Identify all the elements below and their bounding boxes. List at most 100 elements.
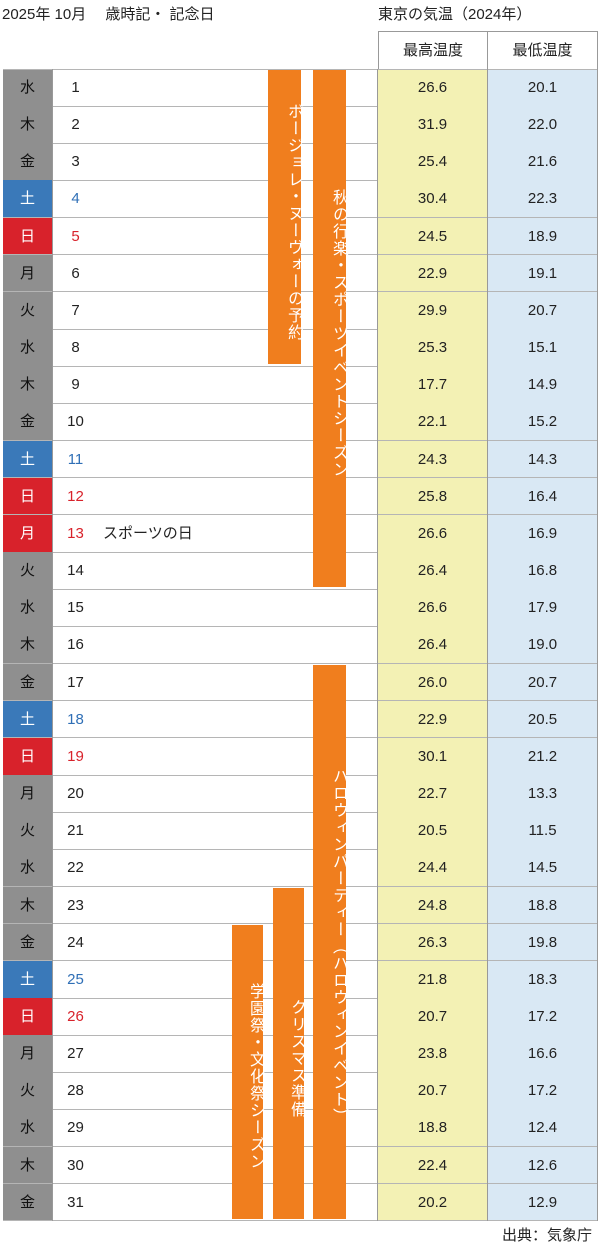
column-divider [52,69,53,1221]
table-row: 木 16 26.4 19.0 [0,626,598,664]
table-row: 水 1 26.6 20.1 [0,69,598,106]
low-temp-cell: 19.0 [488,626,597,664]
high-temp-cell: 22.9 [378,254,487,292]
high-temp-cell: 17.7 [378,366,487,404]
date-cell: 30 [67,1156,84,1174]
table-top-border [3,69,597,70]
day-of-week-cell: 日 [3,217,52,255]
high-temp-cell: 26.6 [378,69,487,106]
table-row: 日 5 24.5 18.9 [0,217,598,255]
low-temp-cell: 16.9 [488,514,597,552]
high-temp-cell: 26.4 [378,552,487,590]
low-temp-cell: 12.4 [488,1109,597,1147]
day-of-week-cell: 金 [3,143,52,181]
table-row: 土 4 30.4 22.3 [0,180,598,218]
high-temp-cell: 24.3 [378,440,487,478]
date-cell: 24 [67,933,84,951]
date-cell: 8 [71,339,80,357]
high-temp-cell: 24.8 [378,886,487,924]
high-temp-cell: 24.5 [378,217,487,255]
low-temp-cell: 16.6 [488,1035,597,1073]
date-cell: 15 [67,599,84,617]
row-divider [3,440,597,442]
column-divider [487,69,488,1221]
high-temp-cell: 26.6 [378,589,487,627]
high-temp-cell: 20.7 [378,1072,487,1110]
date-cell: 9 [71,376,80,394]
high-temp-cell: 30.4 [378,180,487,218]
day-of-week-cell: 木 [3,886,52,924]
day-of-week-cell: 月 [3,254,52,292]
day-of-week-cell: 月 [3,775,52,813]
table-row: 日 26 20.7 17.2 [0,998,598,1035]
table-row: 火 28 20.7 17.2 [0,1072,598,1110]
table-row: 火 14 26.4 16.8 [0,552,598,590]
low-temp-cell: 20.5 [488,700,597,738]
low-temp-cell: 12.9 [488,1183,597,1221]
row-divider [3,551,597,553]
event-period-bar: 学園祭・文化祭シーズン [232,924,264,1219]
high-temp-header: 最高温度 [378,31,488,69]
day-of-week-cell: 水 [3,1109,52,1147]
event-period-bar: ハロウィンパーティー（ハロウィンイベント） [313,664,347,1219]
low-temp-cell: 17.9 [488,589,597,627]
high-temp-cell: 22.4 [378,1146,487,1184]
table-row: 土 25 21.8 18.3 [0,960,598,998]
high-temp-cell: 24.4 [378,849,487,887]
date-cell: 21 [67,822,84,840]
row-divider [3,1220,597,1222]
date-cell: 31 [67,1193,84,1211]
high-temp-cell: 26.6 [378,514,487,552]
low-temp-cell: 13.3 [488,775,597,813]
day-of-week-cell: 金 [3,923,52,961]
day-of-week-cell: 火 [3,812,52,850]
table-row: 月 6 22.9 19.1 [0,254,598,292]
date-cell: 25 [67,970,84,988]
table-row: 土 11 24.3 14.3 [0,440,598,478]
row-divider [3,848,597,850]
high-temp-cell: 22.9 [378,700,487,738]
date-cell: 18 [67,710,84,728]
table-row: 水 15 26.6 17.9 [0,589,598,627]
date-cell: 16 [67,636,84,654]
temperature-title: 東京の気温（2024年） [378,6,532,23]
event-period-bar: クリスマス準備 [273,887,305,1219]
row-divider [3,402,597,404]
low-temp-cell: 21.2 [488,737,597,775]
day-of-week-cell: 火 [3,291,52,329]
table-row: 火 21 20.5 11.5 [0,812,598,850]
low-temp-cell: 16.4 [488,477,597,515]
low-temp-cell: 19.1 [488,254,597,292]
day-of-week-cell: 水 [3,329,52,367]
date-cell: 12 [67,487,84,505]
low-temp-cell: 15.1 [488,329,597,367]
holiday-note: スポーツの日 [103,524,193,542]
day-of-week-cell: 土 [3,440,52,478]
table-row: 金 10 22.1 15.2 [0,403,598,441]
low-temp-cell: 17.2 [488,1072,597,1110]
day-of-week-cell: 土 [3,960,52,998]
date-cell: 6 [71,264,80,282]
high-temp-cell: 20.5 [378,812,487,850]
low-temp-cell: 14.3 [488,440,597,478]
row-divider [3,774,597,776]
date-cell: 28 [67,1082,84,1100]
table-row: 水 29 18.8 12.4 [0,1109,598,1147]
table-row: 木 9 17.7 14.9 [0,366,598,404]
high-temp-cell: 23.8 [378,1035,487,1073]
day-of-week-cell: 金 [3,663,52,701]
event-period-bar: 秋の行楽・スポーツイベントシーズン [313,70,347,588]
date-cell: 7 [71,301,80,319]
source-note: 出典：気象庁 [501,1227,592,1244]
high-temp-cell: 25.3 [378,329,487,367]
low-temp-cell: 12.6 [488,1146,597,1184]
row-divider [3,477,597,479]
date-cell: 20 [67,785,84,803]
table-row: 月 20 22.7 13.3 [0,775,598,813]
high-temp-cell: 21.8 [378,960,487,998]
low-temp-header: 最低温度 [487,31,598,69]
date-cell: 11 [67,450,84,468]
date-cell: 4 [71,190,80,208]
table-row: 水 8 25.3 15.1 [0,329,598,367]
date-cell: 27 [67,1045,84,1063]
